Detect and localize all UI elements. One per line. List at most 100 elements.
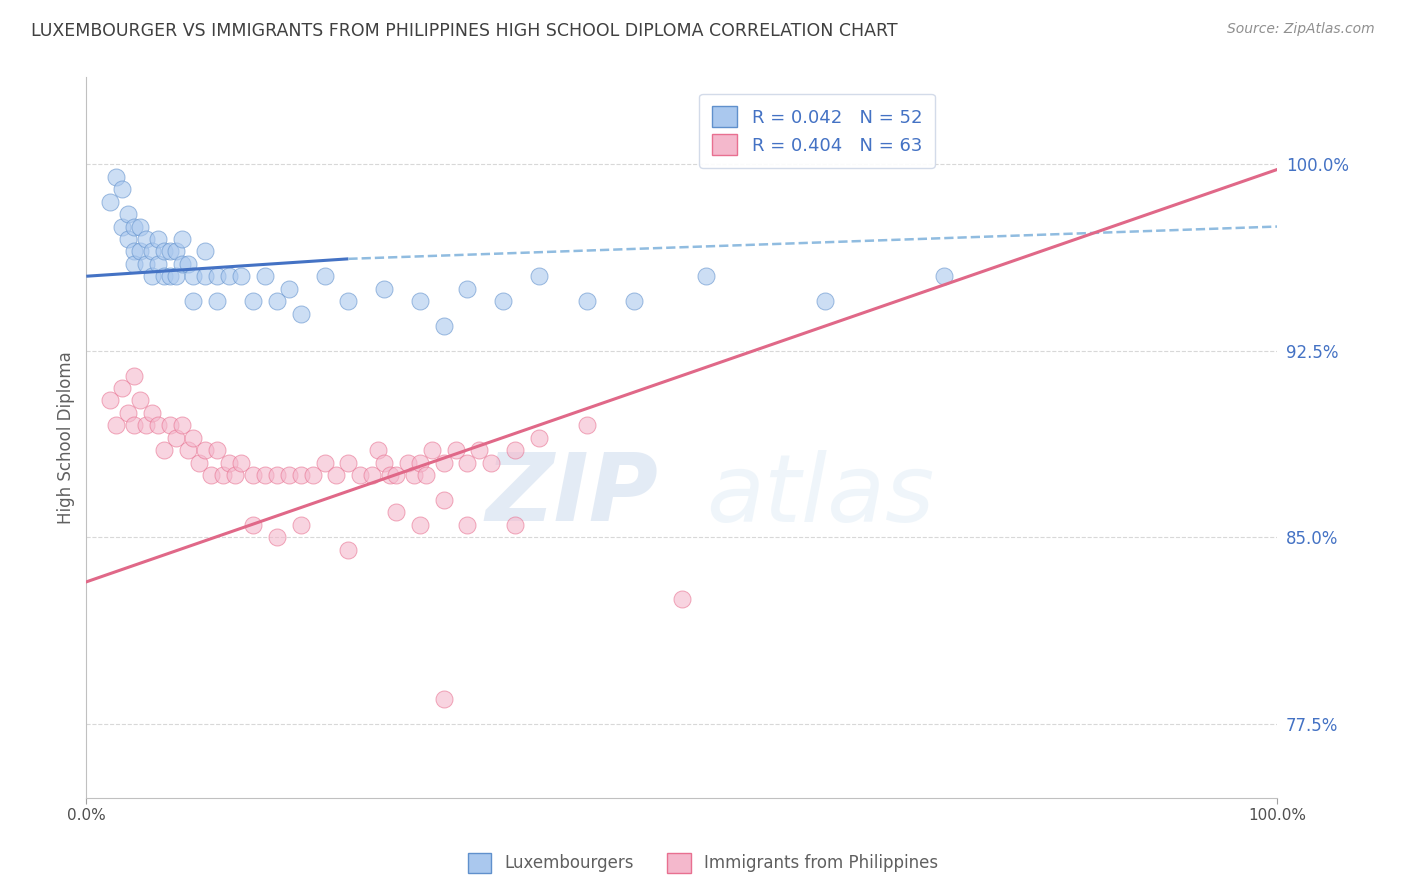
Point	[122, 418, 145, 433]
Point	[433, 691, 456, 706]
Point	[117, 406, 139, 420]
Point	[183, 269, 205, 284]
Point	[290, 306, 312, 320]
Point	[349, 468, 371, 483]
Point	[207, 443, 229, 458]
Point	[231, 456, 253, 470]
Point	[98, 393, 121, 408]
Point	[527, 269, 550, 284]
Point	[277, 282, 299, 296]
Point	[367, 443, 389, 458]
Point	[396, 456, 419, 470]
Point	[188, 456, 211, 470]
Point	[200, 468, 222, 483]
Point	[218, 269, 240, 284]
Point	[141, 244, 163, 259]
Legend: Luxembourgers, Immigrants from Philippines: Luxembourgers, Immigrants from Philippin…	[461, 847, 945, 880]
Point	[314, 456, 336, 470]
Point	[165, 431, 187, 445]
Point	[314, 269, 336, 284]
Point	[135, 232, 157, 246]
Point	[623, 294, 645, 309]
Point	[290, 468, 312, 483]
Point	[385, 505, 408, 519]
Legend: R = 0.042   N = 52, R = 0.404   N = 63: R = 0.042 N = 52, R = 0.404 N = 63	[699, 94, 935, 168]
Point	[135, 418, 157, 433]
Point	[671, 592, 693, 607]
Point	[409, 294, 432, 309]
Point	[207, 269, 229, 284]
Point	[141, 406, 163, 420]
Point	[456, 517, 478, 532]
Point	[337, 542, 360, 557]
Point	[183, 294, 205, 309]
Point	[361, 468, 384, 483]
Point	[479, 456, 502, 470]
Point	[503, 517, 526, 532]
Point	[122, 219, 145, 234]
Point	[444, 443, 467, 458]
Point	[433, 456, 456, 470]
Point	[575, 294, 598, 309]
Point	[325, 468, 347, 483]
Point	[932, 269, 955, 284]
Point	[105, 418, 128, 433]
Point	[159, 269, 181, 284]
Point	[146, 418, 169, 433]
Point	[122, 244, 145, 259]
Point	[117, 232, 139, 246]
Point	[266, 468, 288, 483]
Text: atlas: atlas	[706, 450, 934, 541]
Point	[277, 468, 299, 483]
Point	[409, 517, 432, 532]
Point	[183, 431, 205, 445]
Point	[152, 244, 174, 259]
Point	[194, 443, 217, 458]
Point	[337, 294, 360, 309]
Point	[433, 318, 456, 333]
Point	[224, 468, 246, 483]
Point	[122, 257, 145, 271]
Point	[242, 517, 264, 532]
Point	[146, 232, 169, 246]
Point	[242, 294, 264, 309]
Point	[242, 468, 264, 483]
Point	[128, 393, 150, 408]
Text: Source: ZipAtlas.com: Source: ZipAtlas.com	[1227, 22, 1375, 37]
Point	[212, 468, 235, 483]
Point	[159, 244, 181, 259]
Point	[373, 456, 395, 470]
Point	[253, 468, 276, 483]
Point	[290, 517, 312, 532]
Point	[337, 456, 360, 470]
Point	[301, 468, 323, 483]
Point	[170, 257, 193, 271]
Point	[170, 418, 193, 433]
Point	[105, 169, 128, 184]
Text: ZIP: ZIP	[485, 450, 658, 541]
Point	[420, 443, 443, 458]
Point	[814, 294, 837, 309]
Point	[128, 219, 150, 234]
Point	[266, 530, 288, 544]
Point	[385, 468, 408, 483]
Point	[575, 418, 598, 433]
Point	[170, 232, 193, 246]
Point	[373, 282, 395, 296]
Point	[117, 207, 139, 221]
Text: LUXEMBOURGER VS IMMIGRANTS FROM PHILIPPINES HIGH SCHOOL DIPLOMA CORRELATION CHAR: LUXEMBOURGER VS IMMIGRANTS FROM PHILIPPI…	[31, 22, 897, 40]
Point	[146, 257, 169, 271]
Point	[415, 468, 437, 483]
Point	[159, 418, 181, 433]
Point	[152, 443, 174, 458]
Point	[409, 456, 432, 470]
Point	[456, 456, 478, 470]
Point	[231, 269, 253, 284]
Point	[152, 269, 174, 284]
Point	[122, 368, 145, 383]
Point	[194, 269, 217, 284]
Point	[111, 219, 134, 234]
Point	[141, 269, 163, 284]
Point	[468, 443, 491, 458]
Point	[503, 443, 526, 458]
